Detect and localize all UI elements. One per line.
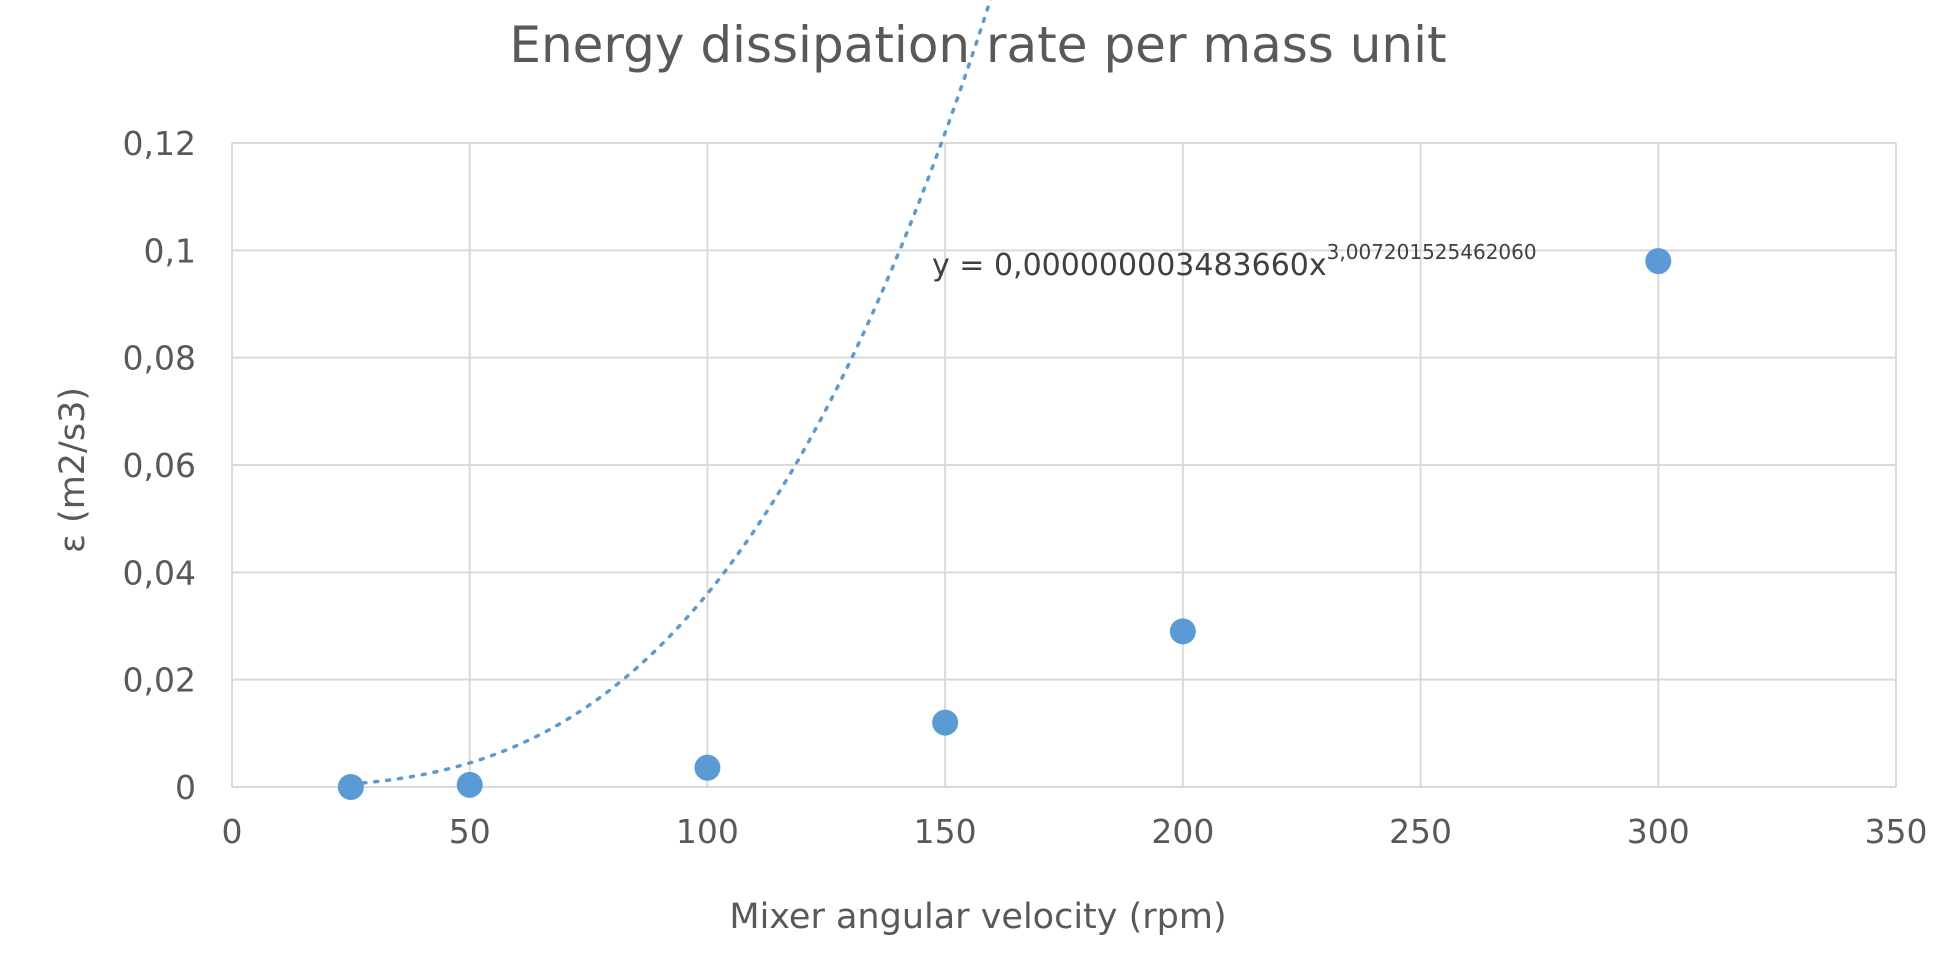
power-trendline: [349, 0, 993, 786]
trendline-equation-base: y = 0,000000003483660x: [932, 248, 1327, 283]
y-axis-label: ε (m2/s3): [53, 387, 93, 553]
x-tick-label: 200: [1151, 812, 1214, 851]
data-point: [932, 709, 959, 736]
data-point: [337, 774, 364, 800]
x-axis-label: Mixer angular velocity (rpm): [729, 897, 1226, 937]
x-tick-label: 100: [676, 812, 739, 851]
y-tick-labels: 0 0,02 0,04 0,06 0,08 0,1 0,12: [123, 124, 196, 807]
y-tick-label: 0,06: [123, 446, 196, 485]
x-tick-labels: 0 50 100 150 200 250 300 350: [222, 812, 1928, 851]
data-point: [694, 754, 721, 781]
x-tick-label: 50: [449, 812, 491, 851]
trendline-group: [349, 0, 993, 786]
y-tick-label: 0,04: [123, 553, 196, 592]
y-tick-label: 0,08: [123, 339, 196, 378]
data-points: [337, 248, 1672, 800]
gridlines: [231, 142, 1897, 788]
chart-title: Energy dissipation rate per mass unit: [509, 16, 1446, 74]
x-tick-label: 300: [1627, 812, 1690, 851]
y-tick-label: 0,12: [123, 124, 196, 163]
y-tick-label: 0,1: [144, 231, 196, 270]
data-point: [1169, 618, 1196, 645]
data-point: [1645, 248, 1672, 275]
y-tick-label: 0,02: [123, 661, 196, 700]
x-tick-label: 250: [1389, 812, 1452, 851]
trendline-equation-exponent: 3,007201525462060: [1327, 240, 1537, 264]
x-tick-label: 350: [1865, 812, 1928, 851]
data-point: [456, 771, 483, 798]
x-tick-label: 150: [914, 812, 977, 851]
trendline-equation: y = 0,000000003483660x3,007201525462060: [932, 240, 1537, 283]
y-tick-label: 0: [175, 768, 196, 807]
x-tick-label: 0: [222, 812, 243, 851]
